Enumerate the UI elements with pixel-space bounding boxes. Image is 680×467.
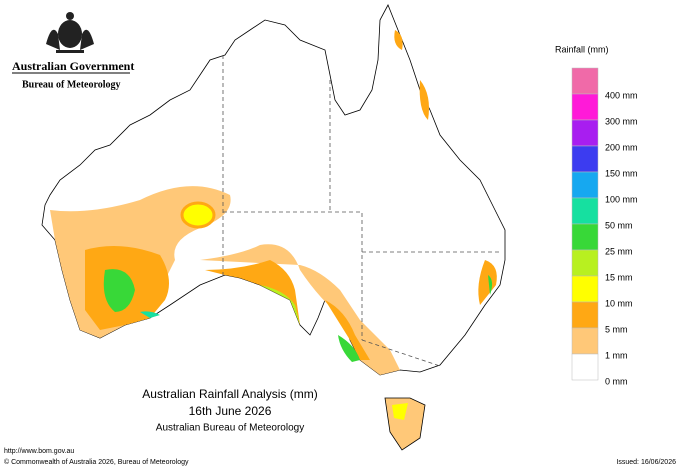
legend-label: 200 mm: [605, 142, 638, 152]
legend-swatch: [571, 249, 599, 277]
government: Australian Government: [12, 59, 134, 73]
legend-label: 0 mm: [605, 376, 628, 386]
copyright: © Commonwealth of Australia 2026, Bureau…: [4, 458, 189, 466]
legend-swatch: [571, 145, 599, 173]
bureau: Bureau of Meteorology: [22, 79, 121, 90]
legend-label: 400 mm: [605, 90, 638, 100]
legend-swatch: [571, 275, 599, 303]
legend-label: 300 mm: [605, 116, 638, 126]
legend-swatch: [571, 197, 599, 225]
legend-label: 5 mm: [605, 324, 628, 334]
map-title: Australian Rainfall Analysis (mm): [142, 387, 317, 401]
legend-label: 15 mm: [605, 272, 633, 282]
map-agency: Australian Bureau of Meteorology: [156, 423, 304, 434]
legend-title: Rainfall (mm): [555, 44, 609, 54]
legend-swatch: [571, 327, 599, 355]
legend-label: 150 mm: [605, 168, 638, 178]
legend-label: 25 mm: [605, 246, 633, 256]
url[interactable]: http://www.bom.gov.au: [4, 448, 74, 455]
state-borders: [222, 55, 500, 367]
legend-swatch: [571, 353, 599, 381]
rainfall-shading: [50, 30, 497, 375]
legend-swatch: [571, 223, 599, 251]
map-date: 16th June 2026: [189, 404, 272, 418]
legend-swatch: [571, 301, 599, 329]
issued: Issued: 16/06/2026: [616, 459, 676, 466]
legend-label: 50 mm: [605, 220, 633, 230]
legend-swatch: [571, 119, 599, 147]
legend-swatch: [571, 171, 599, 199]
legend-swatch: [571, 67, 599, 95]
crest: [46, 12, 94, 53]
legend: 400 mm 300 mm 200 mm 150 mm 100 mm 50 mm 25 mm…: [571, 67, 638, 386]
legend-swatch: [571, 93, 599, 121]
legend-label: 100 mm: [605, 194, 638, 204]
tasmania-rain: [392, 403, 408, 420]
legend-label: 10 mm: [605, 298, 633, 308]
legend-label: 1 mm: [605, 350, 628, 360]
